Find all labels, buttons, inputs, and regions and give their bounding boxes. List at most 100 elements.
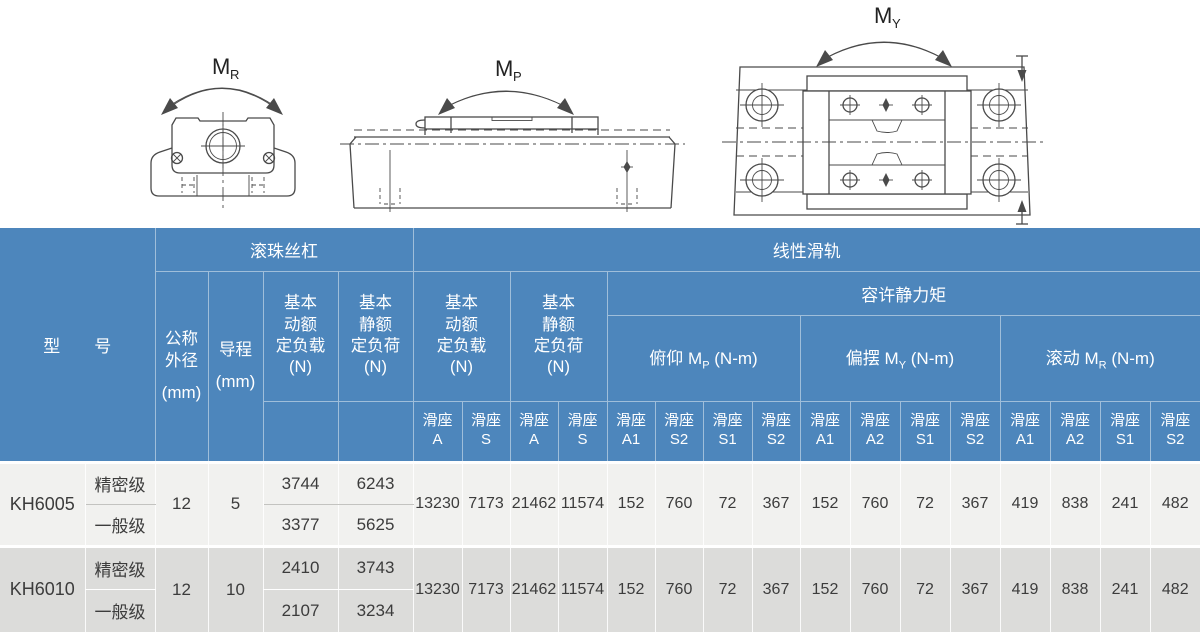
grade-cell: 一般级: [85, 504, 156, 548]
header-cell-slider: 滑座 S2: [1149, 400, 1200, 464]
header-cell-slider: 滑座 S1: [1099, 400, 1151, 464]
slider-label: 滑座 S2: [959, 412, 990, 448]
header-cell-empty: [263, 400, 339, 464]
slider-label: 滑座 S1: [1109, 412, 1140, 448]
lead-unit: (mm): [215, 372, 256, 392]
od-cell: 12: [154, 546, 209, 632]
pitch-moment-diagram: M P: [340, 40, 685, 220]
guide-cell: 72: [702, 546, 753, 632]
pitch-label-pre: 俯仰 M: [649, 349, 703, 369]
guide-cell: 13230: [412, 546, 463, 632]
roll-moment-label: M: [212, 54, 230, 79]
roll-moment-drawing: M R: [150, 54, 296, 210]
pitch-label-post: (N-m): [709, 349, 758, 369]
yaw-moment-diagram: M Y: [722, 0, 1047, 225]
grade-cell: 精密级: [84, 462, 156, 505]
guide-cell: 7173: [461, 462, 511, 548]
bs-dyn-cell: 3377: [262, 504, 339, 548]
header-cell-slider: 滑座 S: [461, 400, 511, 464]
guide-cell: 482: [1149, 546, 1200, 632]
bs-stat-cell: 3743: [337, 546, 414, 590]
pitch-moment-label-sub: P: [513, 69, 522, 84]
guide-cell: 152: [606, 462, 656, 548]
guide-cell: 760: [849, 462, 901, 548]
slider-label: 滑座 S2: [1160, 412, 1191, 448]
header-cell-slider: 滑座 A1: [999, 400, 1051, 464]
header-cell-slider: 滑座 A2: [1049, 400, 1101, 464]
rail-front-view: [150, 112, 296, 210]
guide-cell: 838: [1049, 546, 1101, 632]
header-cell-empty: [337, 400, 414, 464]
pitch-label-sub: P: [702, 359, 710, 372]
guide-cell: 838: [1049, 462, 1101, 548]
header-cell-ball-screw: 滚珠丝杠: [154, 228, 414, 272]
header-cell-slider: 滑座 S1: [702, 400, 753, 464]
guide-cell: 419: [999, 462, 1051, 548]
guide-cell: 241: [1099, 462, 1151, 548]
lg-dynamic-load-label: 基本 动额 定负载 (N): [436, 294, 487, 377]
header-cell-nominal-od: 公称 外径 (mm): [155, 270, 209, 464]
carriage-side-view: [415, 116, 599, 135]
bs-dyn-cell: 3744: [262, 462, 339, 505]
reference-arrows: [1016, 55, 1028, 225]
pitch-arrow-icon: [438, 90, 574, 115]
guide-cell: 72: [899, 462, 951, 548]
bs-stat-cell: 3234: [337, 589, 413, 632]
model-cell: KH6010: [0, 546, 86, 632]
guide-cell: 21462: [509, 546, 559, 632]
guide-cell: 419: [999, 546, 1051, 632]
header-cell-lead: 导程 (mm): [207, 270, 264, 464]
guide-cell: 7173: [461, 546, 511, 632]
guide-cell: 241: [1099, 546, 1151, 632]
bs-dyn-cell: 2107: [262, 589, 339, 632]
roll-label-sub: R: [1098, 359, 1107, 372]
yaw-label-sub: Y: [898, 359, 907, 372]
guide-cell: 72: [899, 546, 951, 632]
slider-label: 滑座 S: [567, 412, 598, 448]
bs-dynamic-load-label: 基本 动额 定负载 (N): [275, 294, 326, 377]
header-cell-pitch-moment: 俯仰 MP (N-m): [607, 314, 801, 402]
guide-cell: 152: [799, 462, 851, 548]
od-cell: 12: [154, 462, 209, 548]
header-cell-slider: 滑座 S: [557, 400, 608, 464]
yaw-arrow-icon: [816, 41, 952, 67]
guide-cell: 760: [849, 546, 901, 632]
bs-static-load-label: 基本 静额 定负荷 (N): [350, 294, 401, 377]
header-cell-slider: 滑座 S2: [654, 400, 704, 464]
pitch-moment-label: M: [495, 56, 513, 81]
roll-arrow-icon: [161, 87, 283, 115]
slider-label: 滑座 A2: [859, 412, 890, 448]
header-cell-slider: 滑座 A1: [606, 400, 656, 464]
slider-label: 滑座 A2: [1059, 412, 1090, 448]
header-cell-slider: 滑座 S2: [751, 400, 801, 464]
header-cell-slider: 滑座 S2: [949, 400, 1001, 464]
guide-cell: 11574: [557, 462, 608, 548]
header-cell-slider: 滑座 S1: [899, 400, 951, 464]
guide-cell: 367: [751, 462, 801, 548]
guide-cell: 760: [654, 462, 704, 548]
roll-label-pre: 滚动 M: [1045, 349, 1099, 369]
roll-label-post: (N-m): [1106, 349, 1155, 369]
yaw-moment-drawing: M Y: [722, 3, 1047, 225]
header-cell-lg-dynamic-load: 基本 动额 定负载 (N): [412, 270, 511, 402]
slider-label: 滑座 A1: [1009, 412, 1040, 448]
lead-cell: 10: [207, 546, 264, 632]
grade-cell: 一般级: [85, 589, 156, 632]
yaw-label-post: (N-m): [906, 349, 955, 369]
bs-dyn-cell: 2410: [262, 546, 339, 590]
header-cell-model: 型 号: [0, 228, 156, 464]
header-cell-slider: 滑座 A2: [849, 400, 901, 464]
yaw-label-pre: 偏摆 M: [845, 349, 899, 369]
slider-label: 滑座 A: [422, 412, 453, 448]
pitch-moment-drawing: M P: [340, 56, 685, 212]
header-cell-yaw-moment: 偏摆 MY (N-m): [799, 314, 1001, 402]
lead-cell: 5: [207, 462, 264, 548]
guide-cell: 482: [1149, 462, 1200, 548]
roll-moment-label-sub: R: [230, 67, 239, 82]
carriage-top-view: [802, 75, 972, 210]
slider-label: 滑座 S2: [663, 412, 694, 448]
slider-label: 滑座 A1: [615, 412, 646, 448]
slider-label: 滑座 S: [470, 412, 501, 448]
guide-cell: 152: [606, 546, 656, 632]
header-cell-static-moment: 容许静力矩: [606, 270, 1200, 316]
